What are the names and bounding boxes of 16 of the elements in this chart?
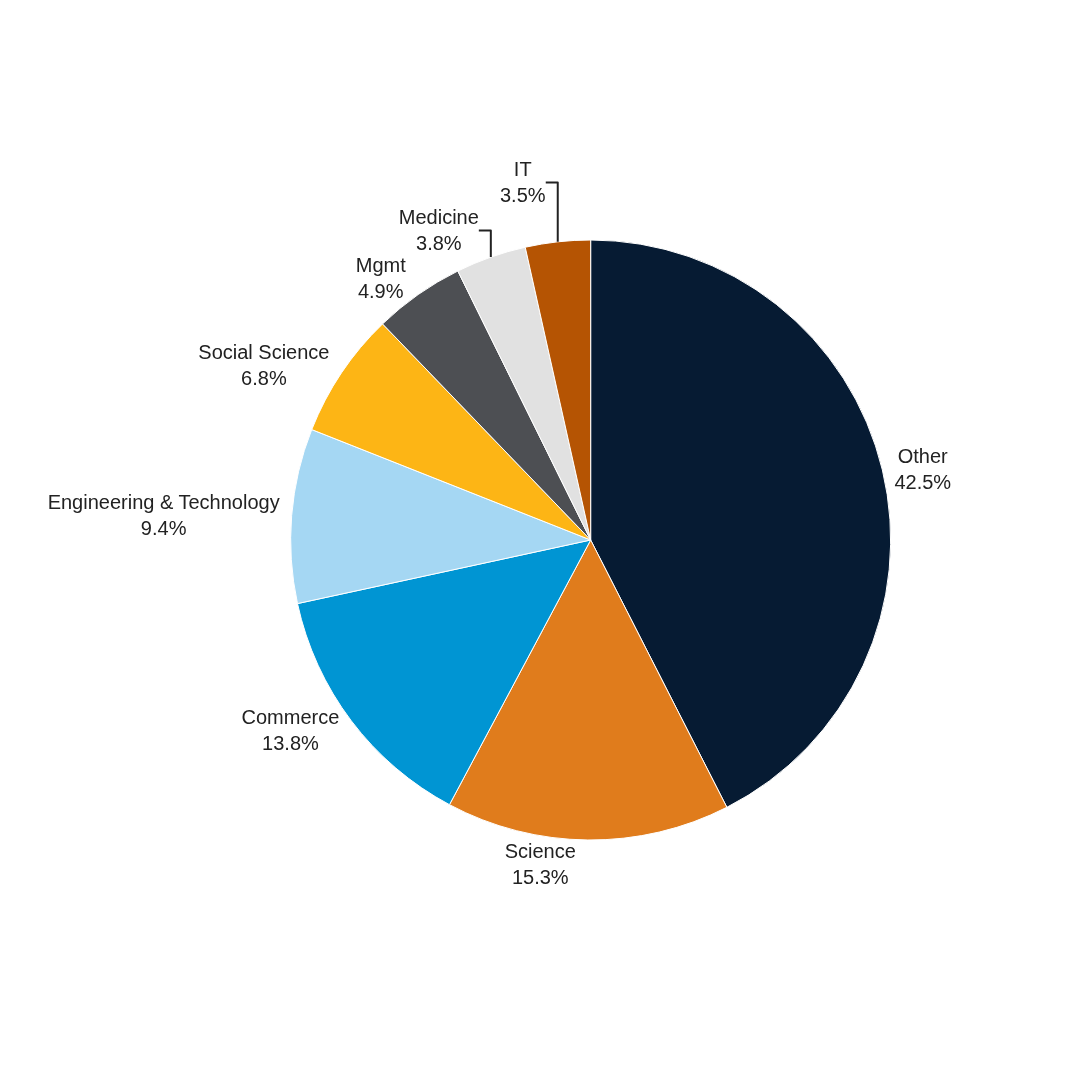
slice-label: Engineering & Technology bbox=[47, 491, 280, 514]
data-label: 13.8% bbox=[262, 731, 319, 754]
slice-label: Science bbox=[504, 839, 576, 862]
slice-label: IT bbox=[513, 158, 532, 181]
slice-label: Medicine bbox=[398, 206, 479, 229]
data-label: 42.5% bbox=[894, 470, 952, 493]
slice-label: Other bbox=[897, 444, 949, 467]
data-label: 4.9% bbox=[357, 280, 404, 303]
slice-label: Mgmt bbox=[355, 254, 407, 277]
slice-label: Social Science bbox=[198, 341, 330, 364]
slice-label: Commerce bbox=[241, 705, 340, 728]
data-label: 9.4% bbox=[140, 517, 187, 540]
data-label: 3.8% bbox=[416, 232, 462, 255]
data-label: 6.8% bbox=[241, 367, 287, 390]
data-label: 15.3% bbox=[511, 865, 569, 888]
data-label: 3.5% bbox=[499, 184, 546, 207]
